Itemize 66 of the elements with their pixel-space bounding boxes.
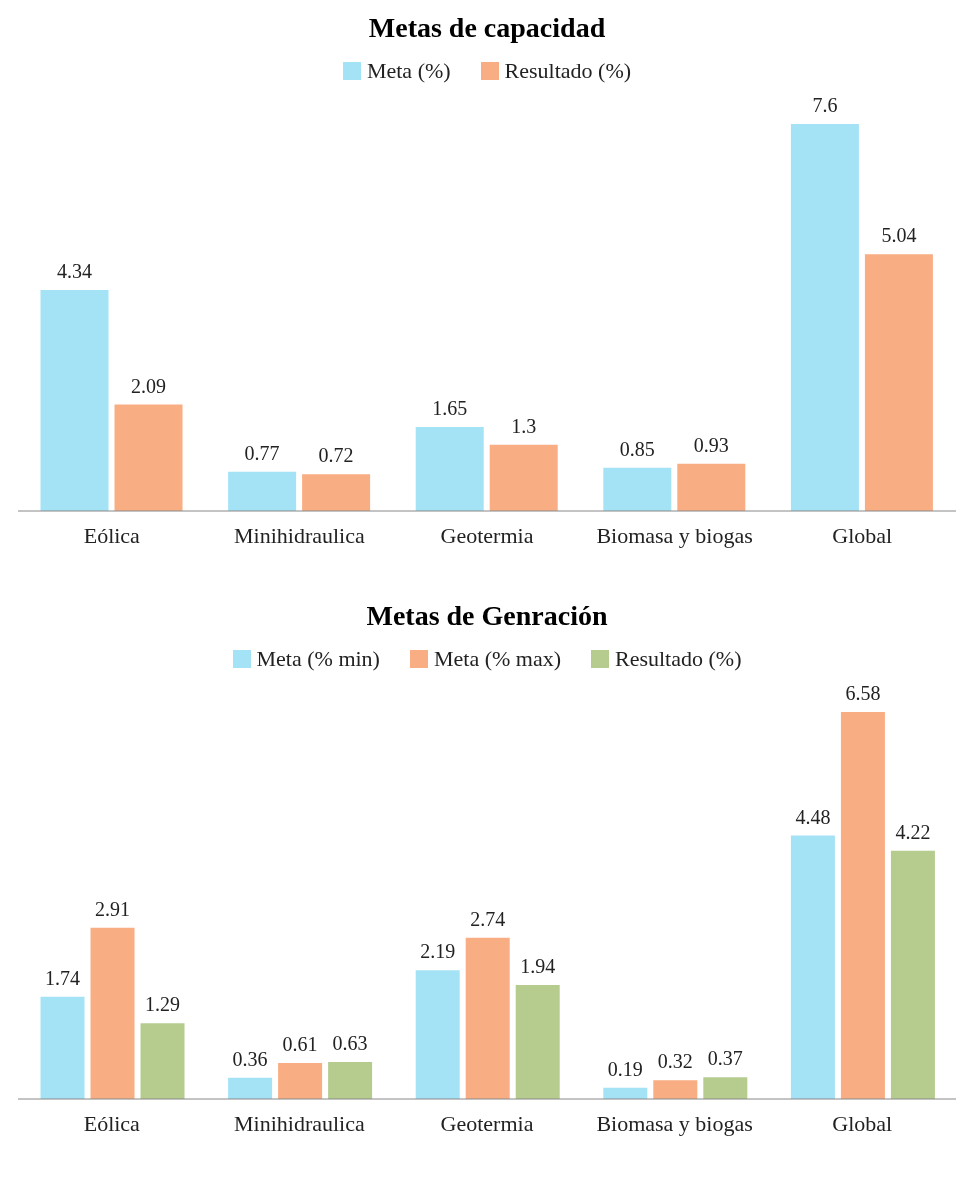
bar (864, 254, 933, 511)
bar (278, 1063, 323, 1099)
data-label: 0.36 (232, 1047, 268, 1070)
chart-title: Metas de capacidad (367, 11, 607, 45)
x-tick-label: Geotermia (440, 1110, 534, 1136)
data-label: 5.04 (881, 224, 917, 247)
x-tick-label: Minihidraulica (234, 1110, 365, 1136)
data-label: 4.48 (795, 805, 831, 828)
x-tick-label: Biomasa y biogas (596, 1110, 753, 1136)
bar (677, 463, 746, 511)
data-label: 0.85 (619, 437, 655, 460)
bar (840, 712, 885, 1099)
data-label: 4.34 (57, 260, 93, 282)
data-label: 0.19 (607, 1057, 643, 1080)
data-label: 0.77 (244, 441, 280, 464)
data-label: 2.74 (470, 907, 506, 930)
bar (228, 471, 297, 511)
bar (40, 996, 85, 1099)
legend-label: Meta (% max) (432, 646, 561, 672)
chart-title: Metas de Genración (365, 599, 609, 633)
bar (40, 290, 109, 511)
bar (890, 850, 935, 1099)
data-label: 0.93 (693, 433, 729, 456)
data-label: 1.94 (520, 954, 556, 977)
bar (790, 124, 859, 511)
x-tick-label: Global (832, 522, 893, 548)
data-label: 0.63 (332, 1031, 368, 1054)
legend-label: Resultado (%) (614, 646, 742, 672)
x-tick-label: Biomasa y biogas (596, 522, 753, 548)
x-tick-label: Eólica (83, 1110, 141, 1136)
bar (228, 1077, 273, 1099)
x-tick-label: Eólica (83, 522, 141, 548)
x-tick-label: Geotermia (440, 522, 534, 548)
data-label: 4.22 (895, 820, 931, 843)
data-label: 0.72 (318, 444, 354, 467)
bar (489, 444, 558, 511)
bar (140, 1023, 185, 1099)
data-label: 2.19 (420, 940, 456, 963)
bar (328, 1061, 373, 1099)
data-label: 2.09 (131, 374, 167, 397)
data-label: 0.61 (282, 1033, 318, 1056)
bar (790, 835, 835, 1099)
bar (114, 404, 183, 511)
legend-label: Resultado (%) (503, 58, 632, 84)
legend-label: Meta (% min) (255, 646, 380, 672)
data-label: 1.74 (45, 966, 81, 989)
data-label: 2.91 (95, 897, 131, 920)
bar (415, 970, 460, 1099)
data-label: 6.58 (845, 682, 881, 704)
bar (603, 467, 672, 511)
bar (302, 474, 371, 511)
data-label: 0.32 (657, 1050, 693, 1073)
data-label: 1.65 (432, 396, 468, 419)
x-tick-label: Global (832, 1110, 893, 1136)
bar (415, 426, 484, 511)
bar (703, 1077, 748, 1099)
bar (515, 984, 560, 1099)
bar (653, 1080, 698, 1099)
data-label: 1.29 (145, 993, 181, 1016)
x-tick-label: Minihidraulica (234, 522, 365, 548)
legend-label: Meta (%) (365, 58, 451, 84)
data-label: 7.6 (812, 94, 838, 116)
bar (465, 937, 510, 1099)
data-label: 1.3 (511, 414, 537, 437)
bar (90, 927, 135, 1099)
data-label: 0.37 (707, 1047, 743, 1070)
